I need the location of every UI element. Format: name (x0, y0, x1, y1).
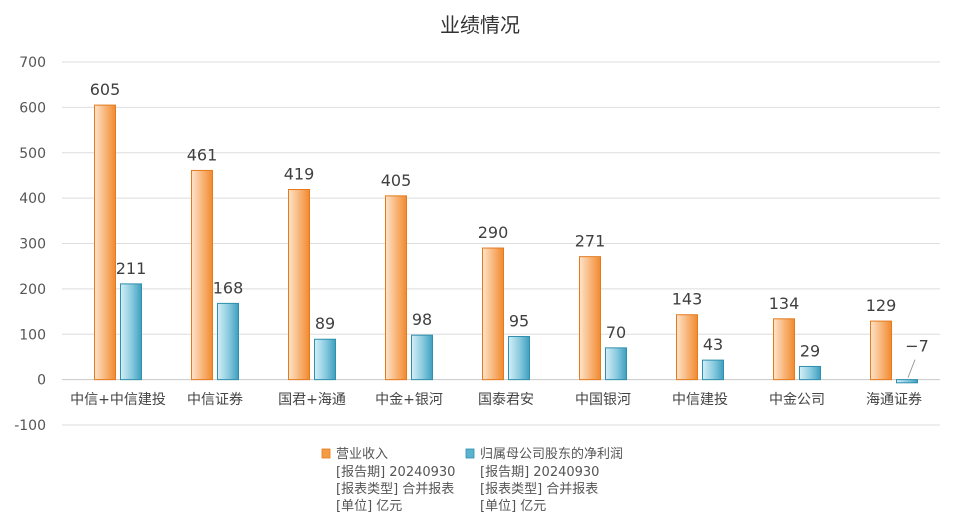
data-label: 290 (478, 223, 509, 242)
category-label: 中金公司 (769, 392, 825, 408)
data-label: 419 (284, 165, 315, 184)
bar-net-profit (217, 302, 239, 381)
bar-net-profit (605, 347, 627, 381)
bars (94, 104, 918, 384)
legend-note: [单位] 亿元 (480, 499, 546, 514)
data-label: 95 (509, 312, 529, 331)
bar-net-profit (896, 379, 918, 384)
y-tick-label: 700 (19, 55, 46, 71)
bar-net-profit (799, 365, 821, 381)
data-label: 98 (412, 310, 432, 329)
legend-note: [报表类型] 合并报表 (336, 482, 454, 497)
y-tick-label: 0 (37, 373, 46, 389)
data-label: 129 (866, 296, 897, 315)
y-tick-label: 200 (19, 282, 46, 298)
category-label: 中信+中信建投 (70, 392, 166, 408)
legend-note: [单位] 亿元 (336, 499, 402, 514)
y-tick-label: 100 (19, 327, 46, 343)
data-label: 211 (116, 259, 147, 278)
bar-revenue (482, 247, 504, 381)
bar-revenue (676, 314, 698, 381)
bar-revenue (870, 320, 892, 381)
bar-revenue (773, 318, 795, 381)
legend-swatch (321, 448, 331, 459)
legend-swatch (465, 448, 475, 459)
data-label: −7 (905, 337, 929, 356)
leader-line (907, 359, 916, 378)
data-label: 70 (606, 323, 626, 342)
bar-net-profit (120, 283, 142, 381)
data-label: 43 (703, 335, 723, 354)
bar-revenue (288, 189, 310, 381)
y-axis: -100 0 100 200 300 400 500 600 700 (14, 55, 46, 434)
legend-note: [报表类型] 合并报表 (480, 482, 598, 497)
legend-note: [报告期] 20240930 (480, 465, 599, 480)
bar-net-profit (314, 338, 336, 381)
bar-revenue (579, 256, 601, 381)
category-label: 中信建投 (672, 392, 728, 408)
data-label: 271 (575, 232, 606, 251)
chart-title: 业绩情况 (440, 13, 520, 37)
y-tick-label: -100 (14, 418, 46, 434)
data-label: 605 (90, 80, 121, 99)
legend-series-name: 营业收入 (336, 447, 388, 462)
category-label: 国泰君安 (478, 392, 534, 408)
category-label: 海通证券 (866, 392, 922, 408)
bar-revenue (385, 195, 407, 381)
x-axis: 中信+中信建投 中信证券 国君+海通 中金+银河 国泰君安 中国银河 中信建投 中金公司 海通证… (70, 392, 922, 408)
bar-net-profit (508, 336, 530, 381)
data-label: 168 (213, 278, 244, 297)
data-label: 405 (381, 171, 412, 190)
legend-note: [报告期] 20240930 (336, 465, 455, 480)
data-label: 29 (800, 341, 820, 360)
category-label: 国君+海通 (278, 392, 346, 408)
data-labels: 605 211 461 168 419 89 405 98 290 95 271 70 143 43 134… (90, 80, 929, 378)
y-tick-label: 400 (19, 191, 46, 207)
bar-net-profit (411, 334, 433, 381)
y-tick-label: 300 (19, 237, 46, 253)
bar-revenue (94, 104, 116, 381)
y-tick-label: 600 (19, 100, 46, 116)
category-label: 中国银河 (575, 392, 631, 408)
data-label: 461 (187, 145, 218, 164)
bar-net-profit (702, 359, 724, 381)
legend: 营业收入 [报告期] 20240930 [报表类型] 合并报表 [单位] 亿元 归属母公… (321, 446, 623, 514)
data-label: 143 (672, 290, 703, 309)
category-label: 中金+银河 (375, 392, 443, 408)
bar-revenue (191, 169, 213, 381)
data-label: 89 (315, 314, 335, 333)
data-label: 134 (769, 294, 800, 313)
category-label: 中信证券 (187, 392, 243, 408)
legend-series-name: 归属母公司股东的净利润 (480, 446, 623, 462)
y-tick-label: 500 (19, 146, 46, 162)
